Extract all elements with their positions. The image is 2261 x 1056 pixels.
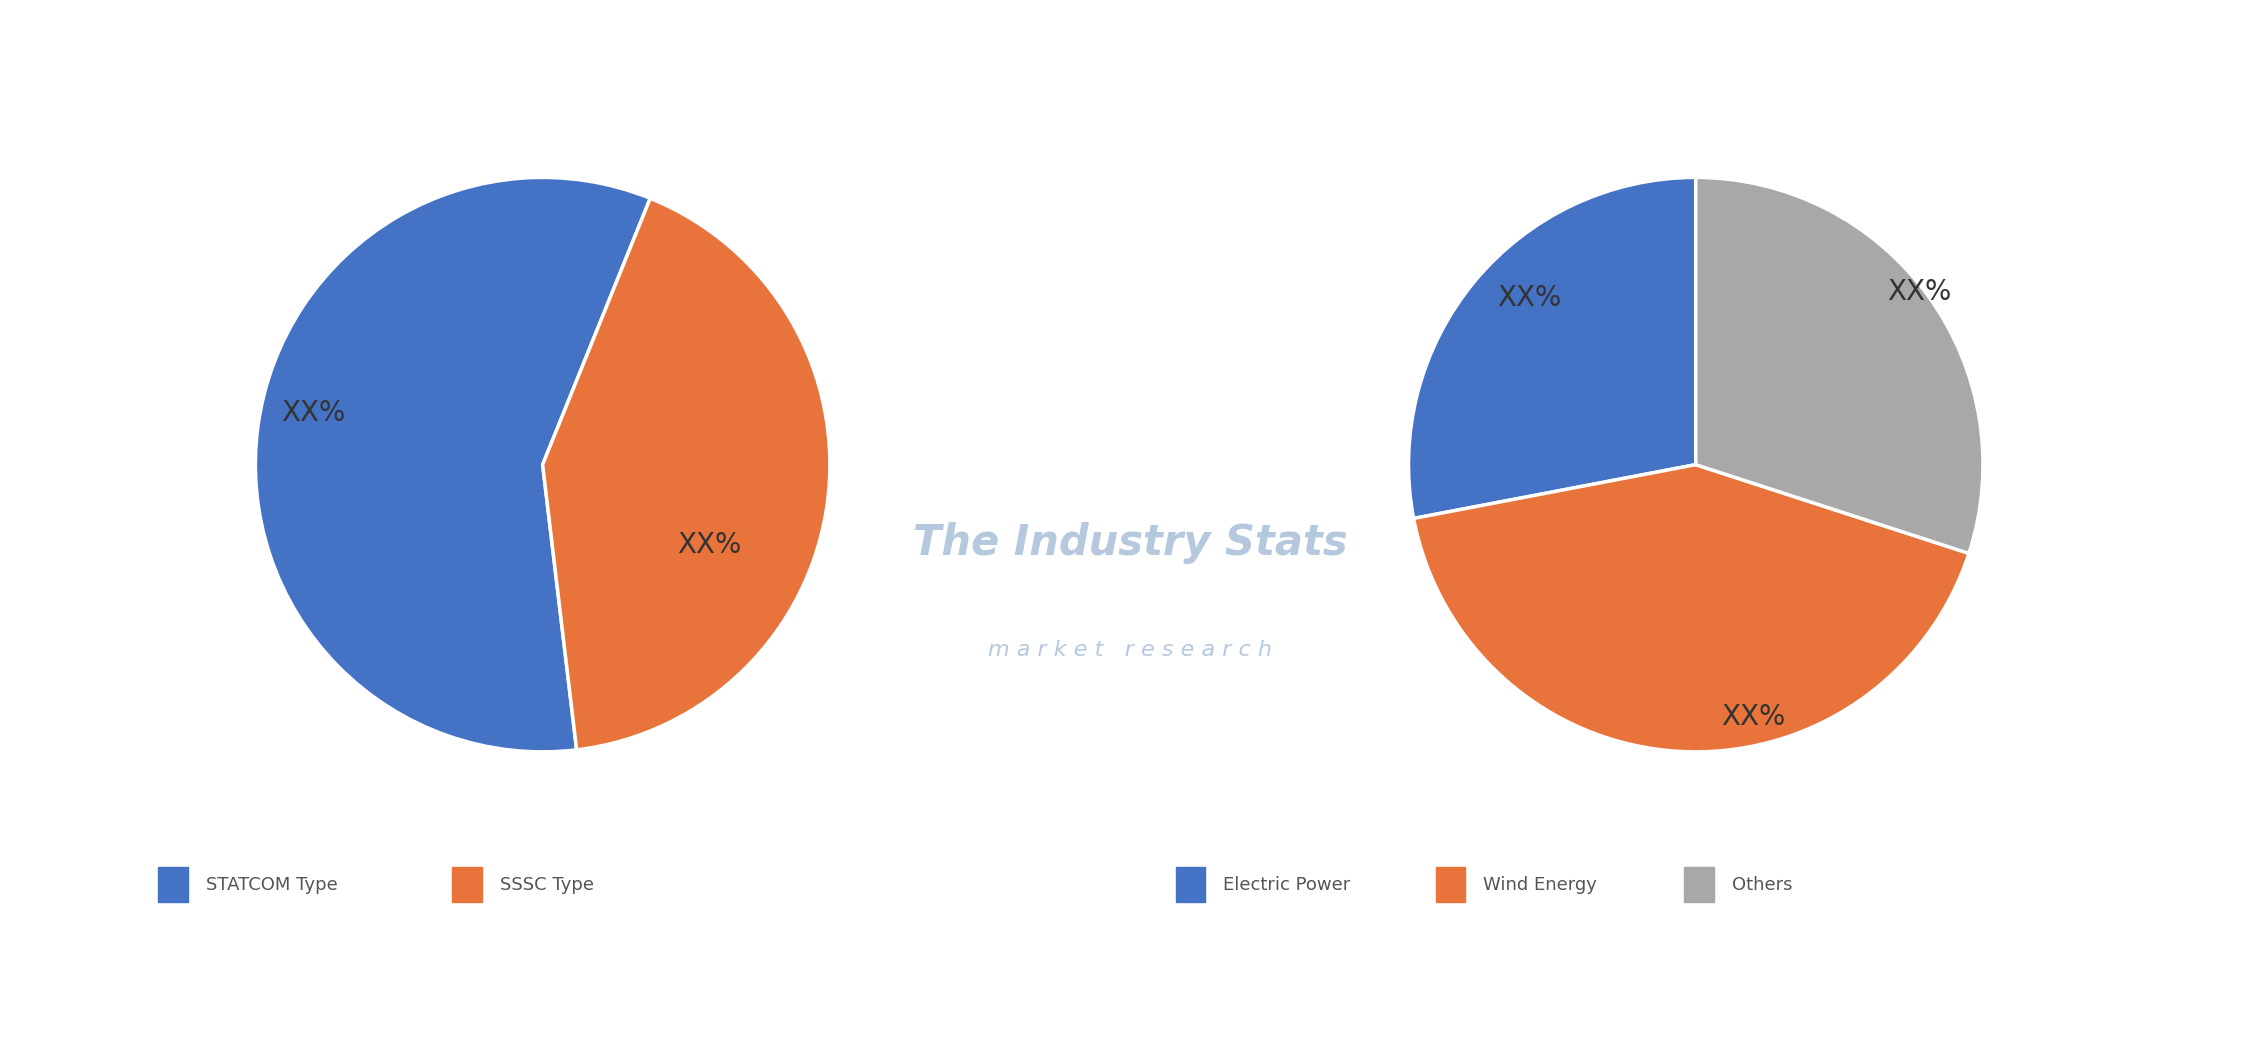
Text: Others: Others [1732,875,1793,893]
Text: Source: Theindustrystats Analysis: Source: Theindustrystats Analysis [27,996,402,1015]
Text: Wind Energy: Wind Energy [1483,875,1596,893]
Bar [1176,867,1205,902]
Bar [452,867,482,902]
Text: XX%: XX% [676,531,742,559]
Text: Fig. Global Unified Power Flow Controller Market Share by Product Types & Applic: Fig. Global Unified Power Flow Controlle… [27,48,1461,75]
Text: SSSC Type: SSSC Type [500,875,595,893]
Text: Website: www.theindustrystats.com: Website: www.theindustrystats.com [1745,996,2143,1015]
Wedge shape [1696,177,1983,553]
Bar [158,867,188,902]
Text: XX%: XX% [1721,703,1786,732]
Wedge shape [1409,177,1696,518]
Text: XX%: XX% [280,399,346,427]
Wedge shape [255,177,651,752]
Bar [1436,867,1465,902]
Wedge shape [543,199,830,750]
Text: Email: sales@theindustrystats.com: Email: sales@theindustrystats.com [712,996,1097,1015]
Text: The Industry Stats: The Industry Stats [913,522,1348,564]
Wedge shape [1413,465,1969,752]
Text: m a r k e t   r e s e a r c h: m a r k e t r e s e a r c h [988,641,1273,660]
Text: XX%: XX% [1497,284,1562,312]
Bar [1684,867,1714,902]
Text: Electric Power: Electric Power [1223,875,1350,893]
Text: STATCOM Type: STATCOM Type [206,875,337,893]
Text: XX%: XX% [1888,279,1951,306]
